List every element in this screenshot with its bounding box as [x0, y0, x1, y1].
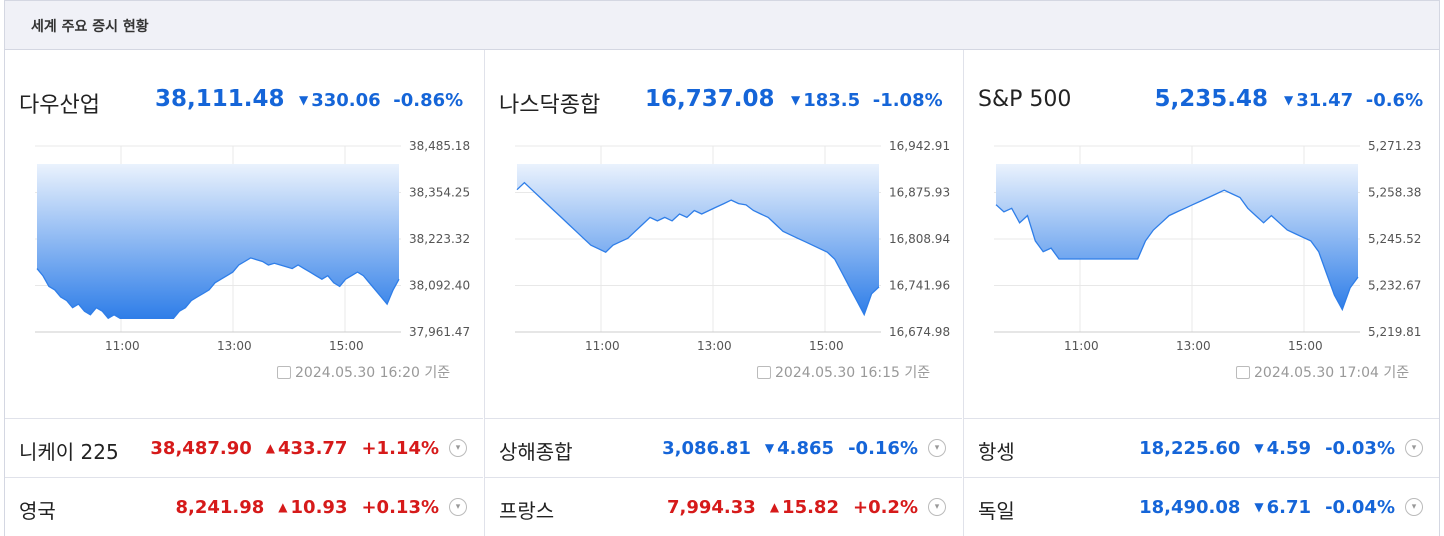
- y-tick-label: 38,092.40: [409, 279, 470, 293]
- row-name: 독일: [978, 499, 1015, 523]
- x-tick-label: 11:00: [105, 339, 140, 353]
- row-values: 3,086.81 ▼ 4.865 -0.16%: [662, 438, 918, 459]
- index-row-germany[interactable]: 독일 18,490.08 ▼ 6.71 -0.04% ▾: [963, 477, 1439, 536]
- index-name: 나스닥종합: [499, 93, 601, 118]
- row-name: 프랑스: [499, 499, 555, 523]
- triangle-up-icon: ▲: [265, 441, 275, 455]
- triangle-up-icon: ▲: [278, 500, 288, 514]
- chevron-down-icon[interactable]: ▾: [928, 498, 946, 516]
- triangle-down-icon: ▼: [1254, 441, 1264, 455]
- x-tick-label: 13:00: [1176, 339, 1211, 353]
- row-values: 8,241.98 ▲ 10.93 +0.13%: [175, 497, 439, 518]
- index-row-france[interactable]: 프랑스 7,994.33 ▲ 15.82 +0.2% ▾: [484, 477, 962, 536]
- calendar-icon: [1236, 366, 1250, 379]
- y-tick-label: 37,961.47: [409, 325, 470, 339]
- x-tick-label: 13:00: [697, 339, 732, 353]
- index-name: S&P 500: [978, 87, 1072, 112]
- row-name: 니케이 225: [19, 440, 119, 464]
- index-row-nikkei[interactable]: 니케이 225 38,487.90 ▲ 433.77 +1.14% ▾: [5, 418, 483, 477]
- row-name: 항셍: [978, 440, 1015, 464]
- row-values: 18,225.60 ▼ 4.59 -0.03%: [1139, 438, 1395, 459]
- y-tick-label: 38,223.32: [409, 232, 470, 246]
- y-tick-label: 5,271.23: [1368, 140, 1421, 153]
- y-tick-label: 5,219.81: [1368, 325, 1421, 339]
- y-tick-label: 38,354.25: [409, 186, 470, 200]
- triangle-down-icon: ▼: [1254, 500, 1264, 514]
- chevron-down-icon[interactable]: ▾: [928, 439, 946, 457]
- intraday-chart: 38,485.18 38,354.25 38,223.32 38,092.40 37,9…: [35, 140, 470, 353]
- y-tick-label: 5,232.67: [1368, 279, 1421, 293]
- y-tick-label: 16,741.96: [889, 279, 950, 293]
- section-header: 세계 주요 증시 현황: [4, 0, 1440, 50]
- y-tick-label: 38,485.18: [409, 140, 470, 153]
- row-name: 상해종합: [499, 440, 573, 464]
- series-line: [995, 189, 1359, 312]
- series-line: [36, 257, 400, 320]
- section-title: 세계 주요 증시 현황: [31, 19, 149, 35]
- timestamp: 2024.05.30 17:04 기준: [1236, 362, 1409, 382]
- x-tick-label: 15:00: [809, 339, 844, 353]
- series-area: [37, 164, 399, 319]
- index-panel-nasdaq[interactable]: 나스닥종합 16,737.08 ▼ 183.5 -1.08% 16,942.91 1…: [484, 50, 962, 418]
- index-change: ▼ 31.47 -0.6%: [1284, 90, 1424, 111]
- y-tick-label: 5,258.38: [1368, 186, 1421, 200]
- calendar-icon: [757, 366, 771, 379]
- index-panel-dow[interactable]: 다우산업 38,111.48 ▼ 330.06 -0.86% 38,485.18 3…: [5, 50, 483, 418]
- index-value: 38,111.48: [155, 86, 285, 112]
- index-panel-sp500[interactable]: S&P 500 5,235.48 ▼ 31.47 -0.6% 5,271.23 5,…: [963, 50, 1439, 418]
- y-tick-label: 16,875.93: [889, 186, 950, 200]
- intraday-chart: 5,271.23 5,258.38 5,245.52 5,232.67 5,219.81…: [994, 140, 1421, 353]
- x-tick-label: 15:00: [329, 339, 364, 353]
- series-area: [517, 164, 879, 315]
- index-row-hangseng[interactable]: 항셍 18,225.60 ▼ 4.59 -0.03% ▾: [963, 418, 1439, 477]
- y-tick-label: 5,245.52: [1368, 232, 1421, 246]
- chevron-down-icon[interactable]: ▾: [1405, 439, 1423, 457]
- row-values: 38,487.90 ▲ 433.77 +1.14%: [150, 438, 439, 459]
- x-tick-label: 11:00: [585, 339, 620, 353]
- row-values: 18,490.08 ▼ 6.71 -0.04%: [1139, 497, 1395, 518]
- triangle-down-icon: ▼: [764, 441, 775, 455]
- triangle-down-icon: ▼: [791, 93, 801, 107]
- index-name: 다우산업: [19, 93, 100, 118]
- x-tick-label: 15:00: [1288, 339, 1323, 353]
- row-values: 7,994.33 ▲ 15.82 +0.2%: [666, 497, 918, 518]
- market-grid: 다우산업 38,111.48 ▼ 330.06 -0.86% 38,485.18 3…: [4, 50, 1440, 536]
- y-tick-label: 16,942.91: [889, 140, 950, 153]
- series-area: [996, 164, 1358, 310]
- timestamp: 2024.05.30 16:20 기준: [277, 362, 450, 382]
- chevron-down-icon[interactable]: ▾: [1405, 498, 1423, 516]
- calendar-icon: [277, 366, 291, 379]
- chevron-down-icon[interactable]: ▾: [449, 439, 467, 457]
- index-row-shanghai[interactable]: 상해종합 3,086.81 ▼ 4.865 -0.16% ▾: [484, 418, 962, 477]
- index-row-uk[interactable]: 영국 8,241.98 ▲ 10.93 +0.13% ▾: [5, 477, 483, 536]
- row-name: 영국: [19, 499, 56, 523]
- x-tick-label: 13:00: [217, 339, 252, 353]
- index-value: 5,235.48: [1154, 86, 1269, 112]
- y-tick-label: 16,808.94: [889, 232, 950, 246]
- index-change: ▼ 183.5 -1.08%: [791, 90, 943, 111]
- intraday-chart: 16,942.91 16,875.93 16,808.94 16,741.96 16,6…: [515, 140, 950, 353]
- triangle-down-icon: ▼: [1284, 93, 1294, 107]
- timestamp: 2024.05.30 16:15 기준: [757, 362, 930, 382]
- triangle-down-icon: ▼: [299, 93, 309, 107]
- index-change: ▼ 330.06 -0.86%: [299, 90, 464, 111]
- triangle-up-icon: ▲: [769, 500, 780, 514]
- index-value: 16,737.08: [645, 86, 775, 112]
- series-line: [516, 181, 880, 317]
- y-tick-label: 16,674.98: [889, 325, 950, 339]
- chevron-down-icon[interactable]: ▾: [449, 498, 467, 516]
- x-tick-label: 11:00: [1064, 339, 1099, 353]
